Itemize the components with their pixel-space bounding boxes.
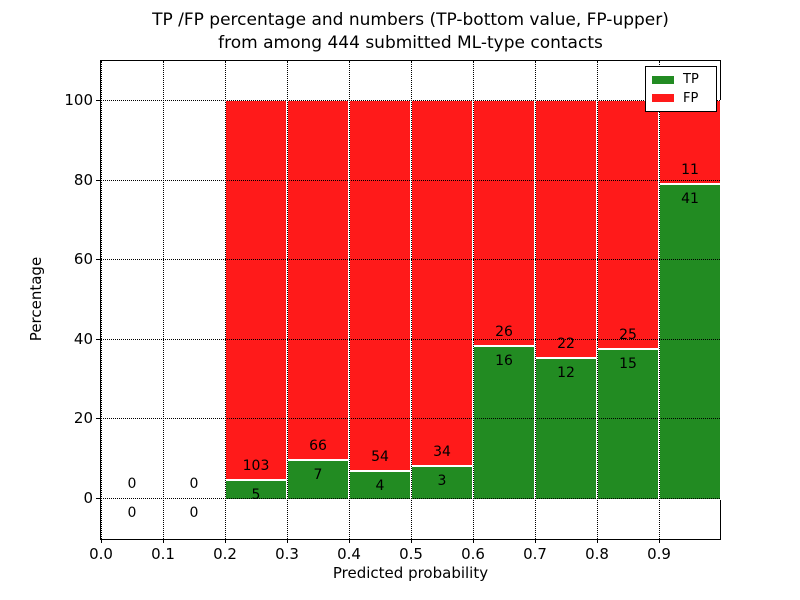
- tp-count-annotation: 5: [251, 487, 261, 503]
- x-gridline: [287, 61, 288, 539]
- tp-count-annotation: 3: [437, 473, 447, 489]
- y-tick-label: 80: [73, 171, 93, 189]
- legend-label-tp: TP: [683, 72, 699, 88]
- fp-count-annotation: 34: [433, 444, 451, 460]
- y-gridline: [101, 180, 720, 181]
- x-tick-mark: [287, 539, 288, 543]
- x-tick-label: 0.8: [585, 545, 609, 563]
- y-tick-label: 40: [73, 330, 93, 348]
- y-axis-label: Percentage: [27, 256, 45, 342]
- tp-bar-segment: [411, 466, 473, 500]
- y-gridline: [101, 498, 720, 499]
- x-tick-label: 0.1: [151, 545, 175, 563]
- y-tick-label: 100: [64, 91, 93, 109]
- y-gridline: [101, 418, 720, 419]
- y-tick-mark: [96, 100, 100, 101]
- legend-item-tp: TP: [652, 72, 710, 87]
- tp-bar-segment: [659, 184, 721, 500]
- legend-label-fp: FP: [683, 90, 699, 106]
- fp-bar-segment: [473, 100, 535, 346]
- fp-count-annotation: 22: [557, 336, 575, 352]
- x-tick-label: 0.5: [399, 545, 423, 563]
- x-axis-label: Predicted probability: [332, 564, 489, 582]
- tp-count-annotation: 4: [375, 478, 385, 494]
- fp-count-annotation: 0: [189, 476, 199, 492]
- x-gridline: [473, 61, 474, 539]
- tp-count-annotation: 0: [127, 505, 137, 521]
- x-tick-label: 0.0: [89, 545, 113, 563]
- tp-count-annotation: 12: [557, 365, 575, 381]
- x-tick-label: 0.6: [461, 545, 485, 563]
- tp-count-annotation: 7: [313, 467, 323, 483]
- tp-bar-segment: [287, 460, 349, 500]
- y-gridline: [101, 259, 720, 260]
- x-gridline: [411, 61, 412, 539]
- chart-title-line1: TP /FP percentage and numbers (TP-bottom…: [152, 10, 669, 30]
- tp-count-annotation: 41: [681, 191, 699, 207]
- fp-bar-segment: [597, 100, 659, 349]
- fp-bar-segment: [225, 100, 287, 480]
- fp-bar-segment: [349, 100, 411, 471]
- x-tick-mark: [597, 539, 598, 543]
- x-gridline: [597, 61, 598, 539]
- y-tick-mark: [96, 180, 100, 181]
- y-tick-mark: [96, 259, 100, 260]
- plot-area: 0.0 0.1 0.2 0.3 0.4 0.5 0.6 0.7 0.8 0.9 0 20 40 60 80 1…: [64, 60, 721, 563]
- y-tick-label: 0: [83, 489, 93, 507]
- chart-title-line2: from among 444 submitted ML-type contact…: [218, 33, 603, 53]
- tp-bar-segment: [473, 346, 535, 500]
- fp-count-annotation: 66: [309, 438, 327, 454]
- x-tick-label: 0.4: [337, 545, 361, 563]
- fp-count-annotation: 25: [619, 327, 637, 343]
- y-gridline: [101, 339, 720, 340]
- legend-item-fp: FP: [652, 91, 710, 106]
- x-tick-mark: [349, 539, 350, 543]
- fp-count-annotation: 26: [495, 324, 513, 340]
- x-tick-label: 0.7: [523, 545, 547, 563]
- fp-count-annotation: 54: [371, 449, 389, 465]
- fp-bar-segment: [535, 100, 597, 358]
- tp-bar-segment: [349, 471, 411, 500]
- x-tick-label: 0.9: [647, 545, 671, 563]
- x-tick-mark: [101, 539, 102, 543]
- x-tick-mark: [163, 539, 164, 543]
- tp-count-annotation: 16: [495, 353, 513, 369]
- y-tick-mark: [96, 498, 100, 499]
- x-tick-mark: [225, 539, 226, 543]
- fp-count-annotation: 103: [242, 458, 270, 474]
- x-gridline: [101, 61, 102, 539]
- fp-count-annotation: 11: [681, 162, 699, 178]
- y-tick-label: 60: [73, 250, 93, 268]
- y-tick-label: 20: [73, 409, 93, 427]
- x-tick-label: 0.3: [275, 545, 299, 563]
- tp-swatch: [652, 75, 674, 84]
- fp-count-annotation: 0: [127, 476, 137, 492]
- x-tick-mark: [473, 539, 474, 543]
- x-gridline: [163, 61, 164, 539]
- x-tick-mark: [411, 539, 412, 543]
- fp-swatch: [652, 94, 674, 103]
- legend: TP FP: [645, 66, 717, 112]
- x-gridline: [225, 61, 226, 539]
- fp-bar-segment: [411, 100, 473, 466]
- x-gridline: [659, 61, 660, 539]
- y-tick-mark: [96, 339, 100, 340]
- y-tick-mark: [96, 418, 100, 419]
- x-gridline: [535, 61, 536, 539]
- x-tick-label: 0.2: [213, 545, 237, 563]
- x-tick-mark: [659, 539, 660, 543]
- x-tick-mark: [535, 539, 536, 543]
- tp-count-annotation: 15: [619, 356, 637, 372]
- fp-bar-segment: [287, 100, 349, 460]
- tp-count-annotation: 0: [189, 505, 199, 521]
- x-gridline: [349, 61, 350, 539]
- chart-title: TP /FP percentage and numbers (TP-bottom…: [100, 9, 721, 55]
- y-gridline: [101, 100, 720, 101]
